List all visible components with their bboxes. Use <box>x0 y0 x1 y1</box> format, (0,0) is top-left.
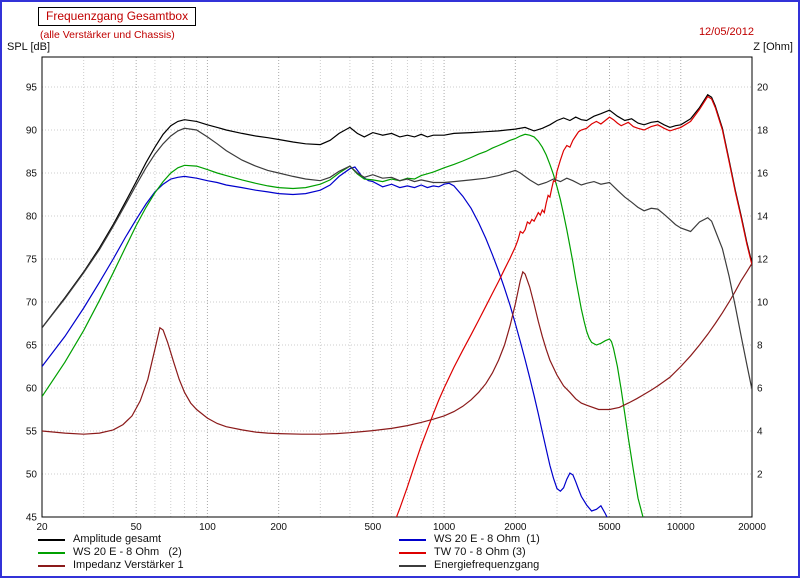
y-left-tick-label: 95 <box>26 83 38 94</box>
y-left-tick-label: 90 <box>26 126 38 137</box>
y-right-tick-label: 10 <box>757 298 769 309</box>
x-tick-label: 200 <box>270 522 287 533</box>
legend-item: WS 20 E - 8 Ohm (2) <box>38 546 399 559</box>
series-curve-4 <box>42 262 752 435</box>
x-tick-label: 500 <box>365 522 382 533</box>
x-tick-label: 50 <box>131 522 143 533</box>
legend-line-swatch <box>38 564 65 567</box>
y-left-tick-label: 75 <box>26 255 38 266</box>
legend-line-swatch <box>399 538 426 541</box>
legend-label: Amplitude gesamt <box>73 533 162 545</box>
right-axis-title: Z [Ohm] <box>753 41 793 53</box>
y-left-tick-label: 65 <box>26 341 38 352</box>
legend-item: Amplitude gesamt <box>38 533 399 546</box>
series-curve-1 <box>42 166 608 517</box>
legend-line-swatch <box>399 564 426 567</box>
series-curve-0 <box>42 93 752 329</box>
legend-item: Impedanz Verstärker 1 <box>38 559 399 572</box>
y-left-tick-label: 85 <box>26 169 38 180</box>
y-right-tick-label: 4 <box>757 427 763 438</box>
chart-title: Frequenzgang Gesamtbox <box>46 9 189 23</box>
x-tick-label: 1000 <box>433 522 456 533</box>
series-curve-5 <box>42 127 752 390</box>
legend: Amplitude gesamt WS 20 E - 8 Ohm (2) Imped… <box>38 533 760 572</box>
y-right-tick-label: 20 <box>757 83 769 94</box>
legend-item: WS 20 E - 8 Ohm (1) <box>399 533 760 546</box>
y-right-tick-label: 14 <box>757 212 769 223</box>
y-right-tick-label: 12 <box>757 255 769 266</box>
y-right-tick-label: 2 <box>757 470 763 481</box>
x-tick-label: 10000 <box>667 522 695 533</box>
y-right-tick-label: 16 <box>757 169 769 180</box>
y-right-tick-label: 6 <box>757 384 763 395</box>
legend-column: Amplitude gesamt WS 20 E - 8 Ohm (2) Imped… <box>38 533 399 572</box>
y-right-tick-label: 18 <box>757 126 769 137</box>
left-axis-title: SPL [dB] <box>7 41 51 53</box>
legend-column: WS 20 E - 8 Ohm (1) TW 70 - 8 Ohm (3) Ener… <box>399 533 760 572</box>
legend-label: WS 20 E - 8 Ohm (1) <box>434 533 540 545</box>
y-left-tick-label: 45 <box>26 513 38 524</box>
y-left-tick-label: 70 <box>26 298 38 309</box>
legend-item: TW 70 - 8 Ohm (3) <box>399 546 760 559</box>
x-tick-label: 20 <box>36 522 48 533</box>
x-tick-label: 5000 <box>598 522 621 533</box>
x-tick-label: 100 <box>199 522 216 533</box>
y-right-tick-label: 8 <box>757 341 763 352</box>
legend-item: Energiefrequenzgang <box>399 559 760 572</box>
y-left-tick-label: 50 <box>26 470 38 481</box>
x-tick-label: 20000 <box>738 522 766 533</box>
y-left-tick-label: 60 <box>26 384 38 395</box>
chart-subtitle: (alle Verstärker und Chassis) <box>40 29 175 41</box>
legend-label: Energiefrequenzgang <box>434 559 540 571</box>
chart-date: 12/05/2012 <box>698 26 754 38</box>
series-curve-3 <box>395 95 752 517</box>
plot-border <box>41 56 753 518</box>
x-tick-label: 2000 <box>504 522 527 533</box>
y-left-tick-label: 80 <box>26 212 38 223</box>
title-box: Frequenzgang Gesamtbox <box>38 7 197 26</box>
legend-label: TW 70 - 8 Ohm (3) <box>434 546 526 558</box>
y-left-tick-label: 55 <box>26 427 38 438</box>
legend-label: WS 20 E - 8 Ohm (2) <box>73 546 182 558</box>
legend-line-swatch <box>399 551 426 554</box>
legend-label: Impedanz Verstärker 1 <box>73 559 184 571</box>
legend-line-swatch <box>38 551 65 554</box>
legend-line-swatch <box>38 538 65 541</box>
series-curve-2 <box>42 133 644 517</box>
